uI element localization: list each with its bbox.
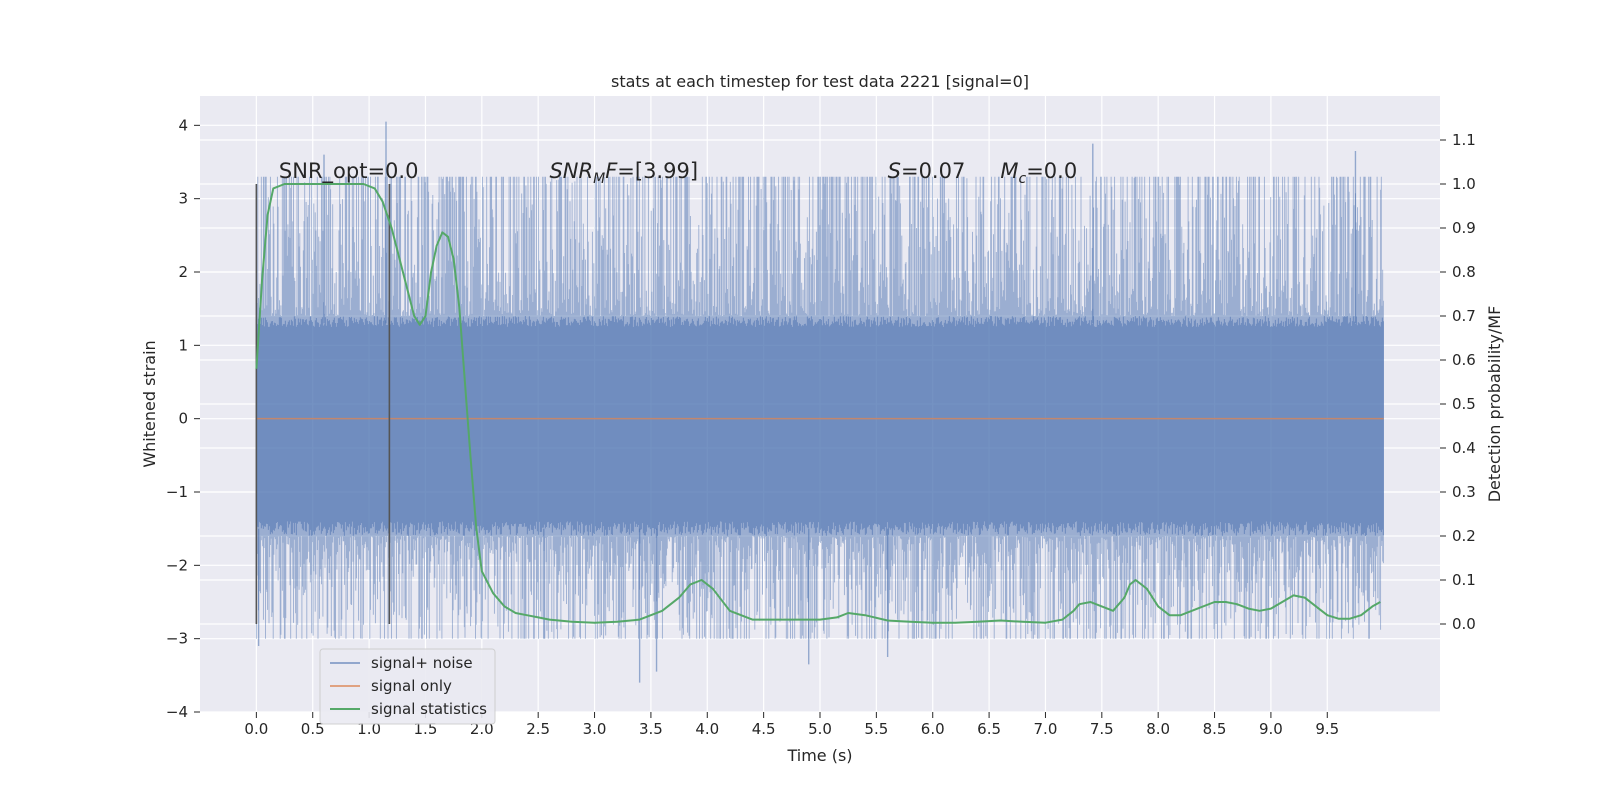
- y-tick-label-right: 0.1: [1452, 571, 1476, 589]
- y-tick-label-right: 0.3: [1452, 483, 1476, 501]
- x-tick-label: 7.0: [1034, 720, 1058, 738]
- x-tick-label: 7.5: [1090, 720, 1114, 738]
- stats-series: [255, 183, 1381, 624]
- x-axis-label: Time (s): [786, 746, 852, 765]
- legend: signal+ noise signal only signal statist…: [319, 648, 496, 725]
- x-tick-label: 9.5: [1315, 720, 1339, 738]
- x-tick-label: 2.5: [526, 720, 550, 738]
- y-tick-label-left: 3: [178, 190, 188, 208]
- x-tick-label: 8.5: [1203, 720, 1227, 738]
- x-tick-label: 8.0: [1146, 720, 1170, 738]
- x-tick-label: 5.5: [864, 720, 888, 738]
- y-tick-label-right: 0.5: [1452, 395, 1476, 413]
- legend-label-signal: signal only: [371, 677, 452, 695]
- y-tick-label-left: 2: [178, 263, 188, 281]
- chart-title: stats at each timestep for test data 222…: [611, 72, 1029, 91]
- ticks: 0.0 0.5 1.0 1.5 2.0 2.5 3.0 3.5 4.0 4.5 5.0 5.5 6.0 6…: [166, 116, 1476, 738]
- signal-statistics-line: [255, 183, 1381, 624]
- y-tick-label-left: 4: [178, 116, 188, 134]
- annotation-snr-opt: SNR_opt=0.0: [279, 159, 419, 184]
- noise-series: [255, 121, 1384, 683]
- legend-box: [319, 648, 496, 725]
- x-tick-label: 6.0: [921, 720, 945, 738]
- annotations: SNR_opt=0.0 SNRMF=[3.99] S=0.07 Mc=0.0: [279, 159, 1077, 187]
- x-tick-label: 3.5: [639, 720, 663, 738]
- y-tick-label-right: 0.9: [1452, 219, 1476, 237]
- x-tick-label: 4.0: [695, 720, 719, 738]
- y-tick-label-right: 0.8: [1452, 263, 1476, 281]
- y-axis-label-left: Whitened strain: [140, 340, 159, 467]
- x-tick-label: 3.0: [583, 720, 607, 738]
- legend-label-noise: signal+ noise: [371, 654, 473, 672]
- y-tick-label-left: −4: [166, 703, 188, 721]
- legend-label-stats: signal statistics: [371, 700, 487, 718]
- y-tick-label-left: −1: [166, 483, 188, 501]
- y-tick-label-right: 1.1: [1452, 131, 1476, 149]
- y-tick-label-left: 0: [178, 410, 188, 428]
- y-tick-label-right: 1.0: [1452, 175, 1476, 193]
- vertical-lines: [255, 184, 391, 624]
- x-tick-label: 0.5: [301, 720, 325, 738]
- y-tick-label-right: 0.2: [1452, 527, 1476, 545]
- x-tick-label: 5.0: [808, 720, 832, 738]
- x-tick-label: 6.5: [977, 720, 1001, 738]
- x-tick-label: 0.0: [244, 720, 268, 738]
- y-tick-label-right: 0.4: [1452, 439, 1476, 457]
- x-tick-label: 9.0: [1259, 720, 1283, 738]
- y-axis-label-right: Detection probability/MF: [1485, 306, 1504, 503]
- annotation-snr-mf: SNRMF=[3.99]: [549, 159, 698, 187]
- y-tick-label-left: −3: [166, 630, 188, 648]
- x-tick-label: 4.5: [752, 720, 776, 738]
- y-tick-label-right: 0.6: [1452, 351, 1476, 369]
- y-tick-label-left: 1: [178, 336, 188, 354]
- annotation-mc: Mc=0.0: [1000, 159, 1077, 187]
- y-tick-label-left: −2: [166, 556, 188, 574]
- y-tick-label-right: 0.0: [1452, 615, 1476, 633]
- y-tick-label-right: 0.7: [1452, 307, 1476, 325]
- annotation-s-stat: S=0.07: [888, 159, 966, 183]
